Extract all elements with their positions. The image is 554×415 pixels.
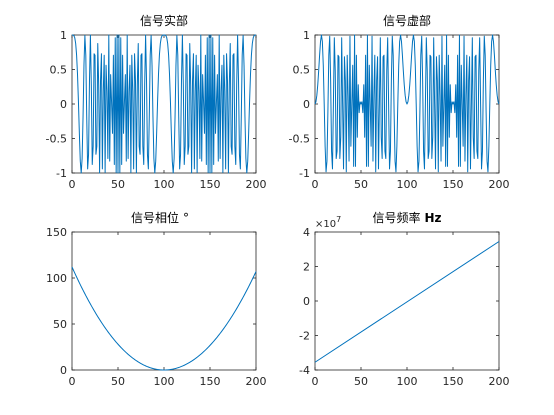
chart-title: 信号频率 Hz: [372, 210, 441, 225]
subplot-real: 信号实部 0 50 100 150 200 -1 -0.5 0 0.5 1: [46, 13, 267, 191]
x-tick-label: 0: [312, 375, 319, 388]
x-tick-label: 100: [154, 375, 175, 388]
y-tick-label: 0: [303, 295, 310, 308]
series-group: [314, 34, 500, 173]
subplot-freq: 信号频率 Hz ×107 0 50 100 150 200 -4 -2 0 2 4: [299, 210, 509, 388]
series-line: [71, 266, 257, 371]
y-tick-label: -4: [299, 364, 310, 377]
y-tick-label: 4: [303, 226, 310, 239]
y-ticks: -1 -0.5 0 0.5 1: [289, 29, 499, 180]
y-tick-label: 0: [60, 364, 67, 377]
x-tick-label: 200: [246, 375, 267, 388]
chart-title: 信号相位 °: [131, 210, 189, 225]
y-tick-label: 150: [46, 226, 67, 239]
x-tick-label: 150: [200, 375, 221, 388]
axes-box: [314, 231, 500, 371]
chart-title: 信号实部: [140, 13, 188, 28]
series-group: [71, 266, 257, 371]
series-line: [314, 241, 500, 363]
y-tick-label: 0: [303, 98, 310, 111]
series-group: [71, 34, 257, 174]
y-tick-label: -2: [299, 330, 310, 343]
x-tick-label: 200: [489, 375, 510, 388]
x-ticks: 0 50 100 150 200: [69, 35, 267, 191]
y-tick-label: 2: [303, 261, 310, 274]
series-group: [314, 241, 500, 363]
y-exponent-label: ×107: [315, 215, 341, 230]
y-tick-label: 0: [60, 98, 67, 111]
y-tick-label: -0.5: [289, 133, 310, 146]
chart-title: 信号虚部: [383, 13, 431, 28]
x-ticks: 0 50 100 150 200: [312, 232, 510, 388]
x-ticks: 0 50 100 150 200: [312, 35, 510, 191]
x-tick-label: 150: [443, 375, 464, 388]
subplot-imag: 信号虚部 0 50 100 150 200 -1 -0.5 0 0.5 1: [289, 13, 510, 191]
x-tick-label: 100: [397, 178, 418, 191]
y-tick-label: 100: [46, 272, 67, 285]
x-tick-label: 200: [246, 178, 267, 191]
x-ticks: 0 50 100 150 200: [69, 232, 267, 388]
axes-box: [71, 231, 257, 371]
x-tick-label: 0: [69, 178, 76, 191]
x-tick-label: 50: [111, 178, 125, 191]
y-tick-label: 0.5: [50, 64, 68, 77]
y-tick-label: 50: [53, 318, 67, 331]
x-tick-label: 200: [489, 178, 510, 191]
y-tick-label: -0.5: [46, 133, 67, 146]
series-line: [71, 34, 257, 174]
x-tick-label: 50: [111, 375, 125, 388]
x-tick-label: 50: [354, 375, 368, 388]
x-tick-label: 0: [69, 375, 76, 388]
series-line: [314, 34, 500, 173]
x-tick-label: 150: [200, 178, 221, 191]
x-tick-label: 150: [443, 178, 464, 191]
y-tick-label: -1: [56, 167, 67, 180]
y-tick-label: 1: [60, 29, 67, 42]
y-ticks: -4 -2 0 2 4: [299, 226, 499, 377]
x-tick-label: 50: [354, 178, 368, 191]
x-tick-label: 100: [397, 375, 418, 388]
x-tick-label: 0: [312, 178, 319, 191]
y-ticks: -1 -0.5 0 0.5 1: [46, 29, 256, 180]
y-tick-label: 1: [303, 29, 310, 42]
y-ticks: 0 50 100 150: [46, 226, 256, 377]
y-tick-label: 0.5: [293, 64, 311, 77]
x-tick-label: 100: [154, 178, 175, 191]
subplot-phase: 信号相位 ° 0 50 100 150 200 0 50 100 150: [46, 210, 267, 388]
y-tick-label: -1: [299, 167, 310, 180]
